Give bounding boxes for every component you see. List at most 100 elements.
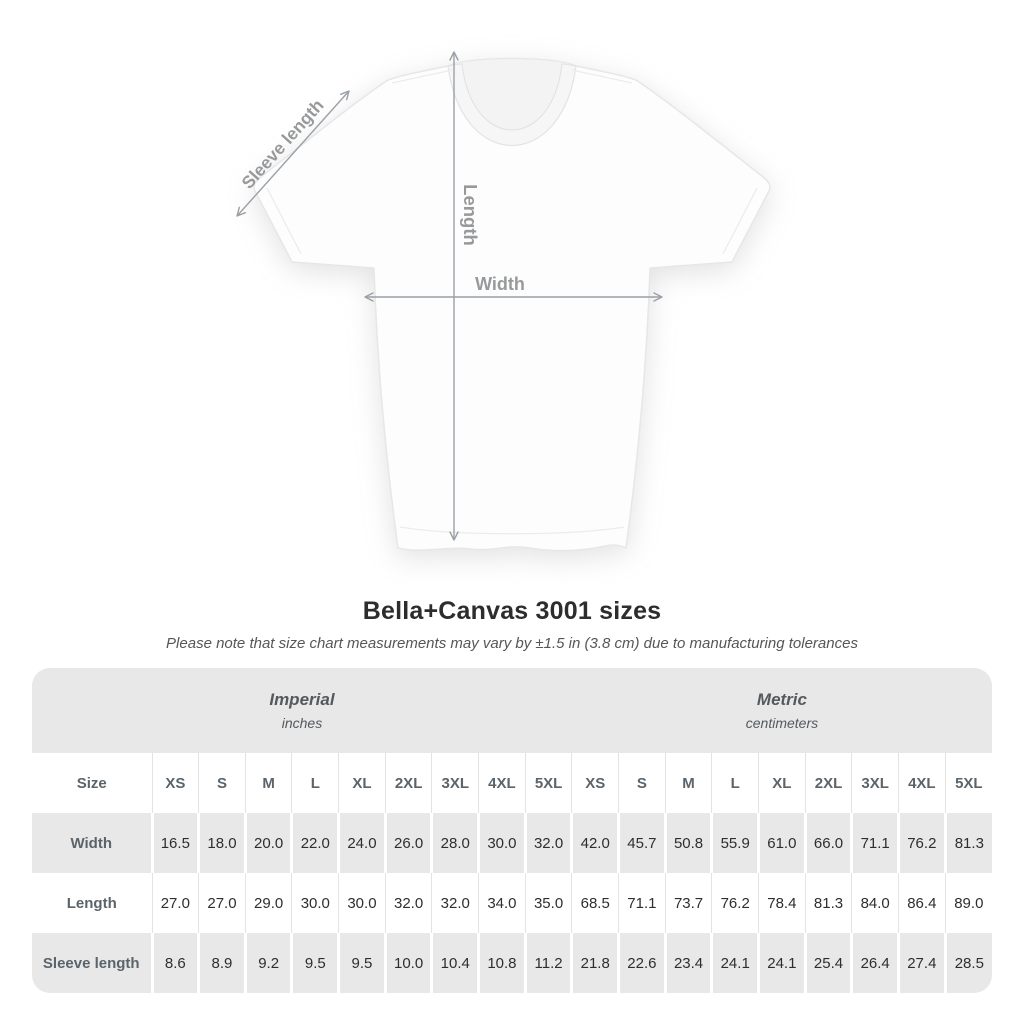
measure-value-cell: 78.4 — [758, 873, 806, 933]
measure-value-cell: 26.0 — [383, 813, 432, 873]
measure-value-cell: 71.1 — [850, 813, 899, 873]
measure-value-cell: 8.9 — [197, 933, 246, 993]
size-header-metric-l: L — [711, 753, 759, 813]
size-chart-table-container: Imperial inches Metric centimeters Size XS S M L… — [32, 668, 992, 993]
measure-value-cell: 9.5 — [290, 933, 339, 993]
measure-value-cell: 8.6 — [150, 933, 199, 993]
tshirt-graphic — [253, 57, 771, 552]
measure-value-cell: 10.4 — [430, 933, 479, 993]
tshirt-shoulder-seam-right — [571, 69, 633, 84]
measure-value-cell: 68.5 — [571, 873, 619, 933]
measure-value-cell: 22.6 — [617, 933, 666, 993]
measure-value-cell: 22.0 — [290, 813, 339, 873]
measure-row-label: Length — [66, 894, 117, 912]
measure-value-cell: 24.0 — [337, 813, 386, 873]
size-header-imperial-3xl: 3XL — [431, 753, 479, 813]
measure-value-cell: 10.8 — [477, 933, 526, 993]
size-header-metric-2xl: 2XL — [804, 753, 852, 813]
measure-value-cell: 21.8 — [570, 933, 619, 993]
measure-value-cell: 84.0 — [851, 873, 899, 933]
measure-value-cell: 61.0 — [757, 813, 806, 873]
measure-value-cell: 9.5 — [337, 933, 386, 993]
measure-value-cell: 34.0 — [478, 873, 526, 933]
measure-value-cell: 24.1 — [757, 933, 806, 993]
tshirt-collar-band — [447, 63, 577, 147]
measure-value-cell: 45.7 — [617, 813, 666, 873]
size-header-imperial-2xl: 2XL — [384, 753, 432, 813]
measure-value-cell: 28.0 — [430, 813, 479, 873]
unit-band-title: Metric — [756, 690, 807, 709]
size-header-imperial-xl: XL — [338, 753, 386, 813]
tolerance-note: Please note that size chart measurements… — [166, 635, 858, 652]
unit-band-title: Imperial — [269, 690, 335, 709]
measure-value-cell: 10.0 — [383, 933, 432, 993]
size-header-imperial-5xl: 5XL — [524, 753, 572, 813]
width-arrow: Width — [364, 274, 663, 302]
measure-row-width: Width 16.5 18.0 20.0 22.0 24.0 26.0 28.0 30.0 32.… — [32, 813, 992, 873]
unit-band-metric: Metric centimeters — [571, 668, 992, 753]
measure-value-cell: 86.4 — [898, 873, 946, 933]
measure-value-cell: 76.2 — [897, 813, 946, 873]
measure-row-label: Width — [32, 813, 152, 873]
measure-value-cell: 71.1 — [618, 873, 666, 933]
size-header-metric-m: M — [664, 753, 712, 813]
size-column-header: Size — [32, 753, 152, 813]
page-title: Bella+Canvas 3001 sizes — [362, 597, 662, 625]
unit-band-unit: centimeters — [745, 715, 819, 731]
width-label: Width — [475, 274, 525, 294]
measure-value-cell: 35.0 — [524, 873, 572, 933]
size-header-imperial-l: L — [291, 753, 339, 813]
measure-value-cell: 76.2 — [711, 873, 759, 933]
size-header-imperial-s: S — [198, 753, 246, 813]
measure-value-cell: 27.0 — [151, 873, 199, 933]
measure-value-cell: 32.0 — [523, 813, 572, 873]
size-header-metric-s: S — [618, 753, 666, 813]
measure-value-cell: 25.4 — [803, 933, 852, 993]
size-table: Imperial inches Metric centimeters Size XS S M L… — [32, 668, 992, 993]
measure-value-cell: 81.3 — [804, 873, 852, 933]
measure-value-cell: 23.4 — [663, 933, 712, 993]
measure-value-cell: 55.9 — [710, 813, 759, 873]
measure-value-cell: 9.2 — [243, 933, 292, 993]
tshirt-cuff-seam-right — [722, 187, 758, 255]
size-header-metric-4xl: 4XL — [898, 753, 946, 813]
tshirt-measurement-diagram: Sleeve length Length Width — [236, 51, 771, 552]
size-header-imperial-m: M — [244, 753, 292, 813]
measure-value-cell: 89.0 — [944, 873, 992, 933]
measure-value-cell: 30.0 — [477, 813, 526, 873]
tshirt-body — [253, 57, 771, 552]
measure-row-length: Length 27.0 27.0 29.0 30.0 30.0 32.0 32.0 34.0 35… — [32, 873, 992, 933]
length-label: Length — [460, 184, 481, 246]
tshirt-hem-seam — [399, 526, 625, 535]
measure-value-cell: 32.0 — [431, 873, 479, 933]
length-arrow: Length — [449, 51, 481, 541]
measure-value-cell: 73.7 — [664, 873, 712, 933]
measure-value-cell: 81.3 — [943, 813, 992, 873]
unit-band-row: Imperial inches Metric centimeters — [32, 668, 992, 753]
measure-value-cell: 20.0 — [243, 813, 292, 873]
size-header-metric-xs: XS — [571, 753, 619, 813]
measure-value-cell: 11.2 — [523, 933, 572, 993]
measure-value-cell: 26.4 — [850, 933, 899, 993]
measure-value-cell: 28.5 — [943, 933, 992, 993]
measure-value-cell: 18.0 — [197, 813, 246, 873]
unit-band-unit: inches — [281, 715, 323, 731]
unit-band-imperial: Imperial inches — [32, 668, 572, 753]
measure-value-cell: 24.1 — [710, 933, 759, 993]
size-header-metric-xl: XL — [758, 753, 806, 813]
size-header-imperial-4xl: 4XL — [478, 753, 526, 813]
measure-value-cell: 66.0 — [803, 813, 852, 873]
size-header-imperial-xs: XS — [151, 753, 199, 813]
measure-value-cell: 32.0 — [384, 873, 432, 933]
size-header-metric-3xl: 3XL — [851, 753, 899, 813]
measure-value-cell: 30.0 — [338, 873, 386, 933]
size-header-metric-5xl: 5XL — [944, 753, 992, 813]
measure-value-cell: 30.0 — [291, 873, 339, 933]
measure-row-sleeve-length: Sleeve length 8.6 8.9 9.2 9.5 9.5 10.0 10.4 10.8… — [32, 933, 992, 993]
measure-value-cell: 29.0 — [244, 873, 292, 933]
measure-value-cell: 27.0 — [198, 873, 246, 933]
tshirt-shoulder-seam-left — [391, 69, 453, 84]
measure-row-label: Sleeve length — [32, 933, 152, 993]
measure-value-cell: 16.5 — [150, 813, 199, 873]
size-header-row: Size XS S M L XL 2XL 3XL 4XL 5XL XS S M L XL 2XL 3XL 4XL 5… — [32, 753, 992, 813]
